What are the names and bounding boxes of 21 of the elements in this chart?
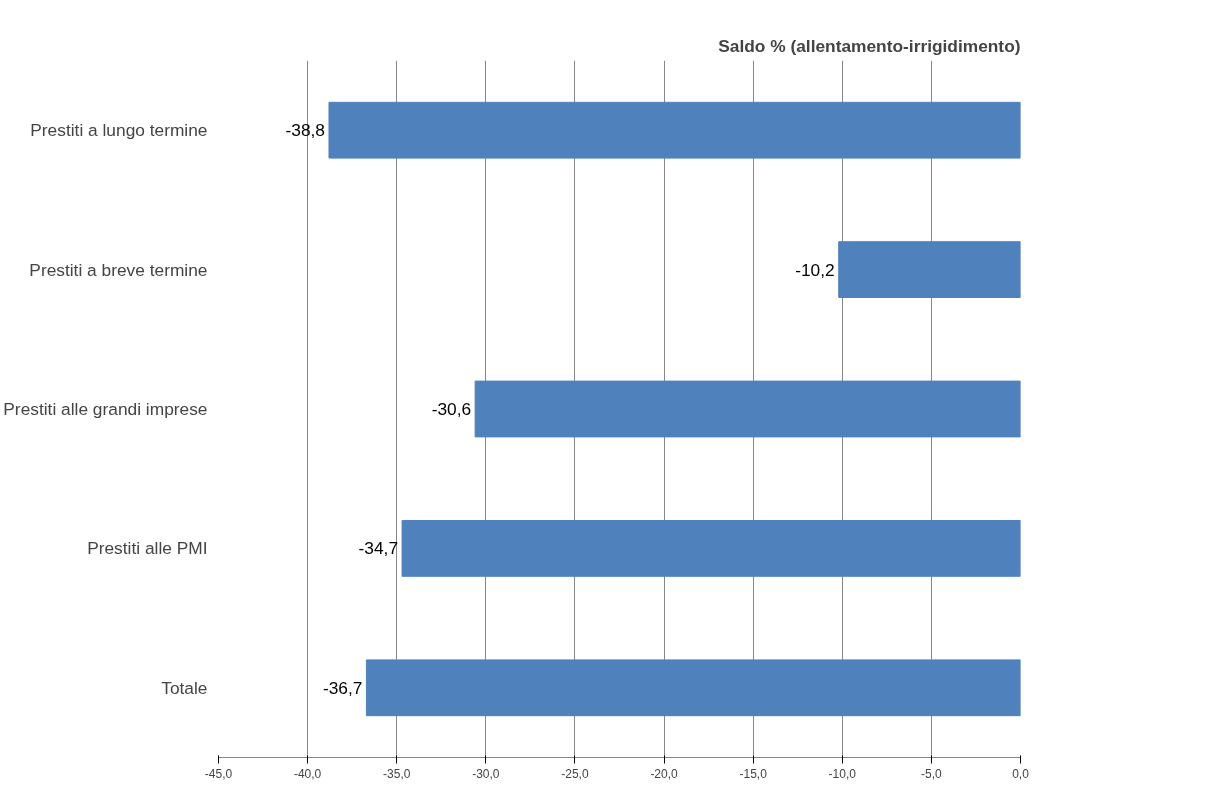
y-tick-label: Prestiti alle PMI (87, 538, 208, 559)
y-tick-label: Prestiti a breve termine (29, 259, 208, 280)
x-tick-label: -20,0 (650, 766, 679, 781)
data-label: -36,7 (322, 677, 363, 698)
chart-title: Saldo % (allentamento-irrigidimento) (718, 35, 1021, 56)
y-tick-label: Totale (161, 677, 208, 698)
x-tick-label: -5,0 (921, 766, 943, 781)
x-tick-label: 0,0 (1012, 766, 1030, 781)
x-tick-label: -40,0 (293, 766, 322, 781)
x-tick-label: -25,0 (561, 766, 589, 781)
y-tick-label: Prestiti alle grandi imprese (3, 399, 208, 419)
x-tick-label: -10,0 (828, 766, 857, 781)
x-tick-label: -15,0 (739, 766, 768, 781)
data-label: -34,7 (358, 538, 399, 559)
x-tick-label: -30,0 (472, 766, 500, 781)
data-label: -38,8 (285, 120, 325, 141)
x-tick-label: -45,0 (204, 766, 233, 781)
data-label: -10,2 (795, 259, 835, 280)
x-tick-label: -35,0 (383, 766, 411, 781)
y-tick-label: Prestiti a lungo termine (30, 120, 208, 141)
data-label: -30,6 (431, 399, 472, 419)
